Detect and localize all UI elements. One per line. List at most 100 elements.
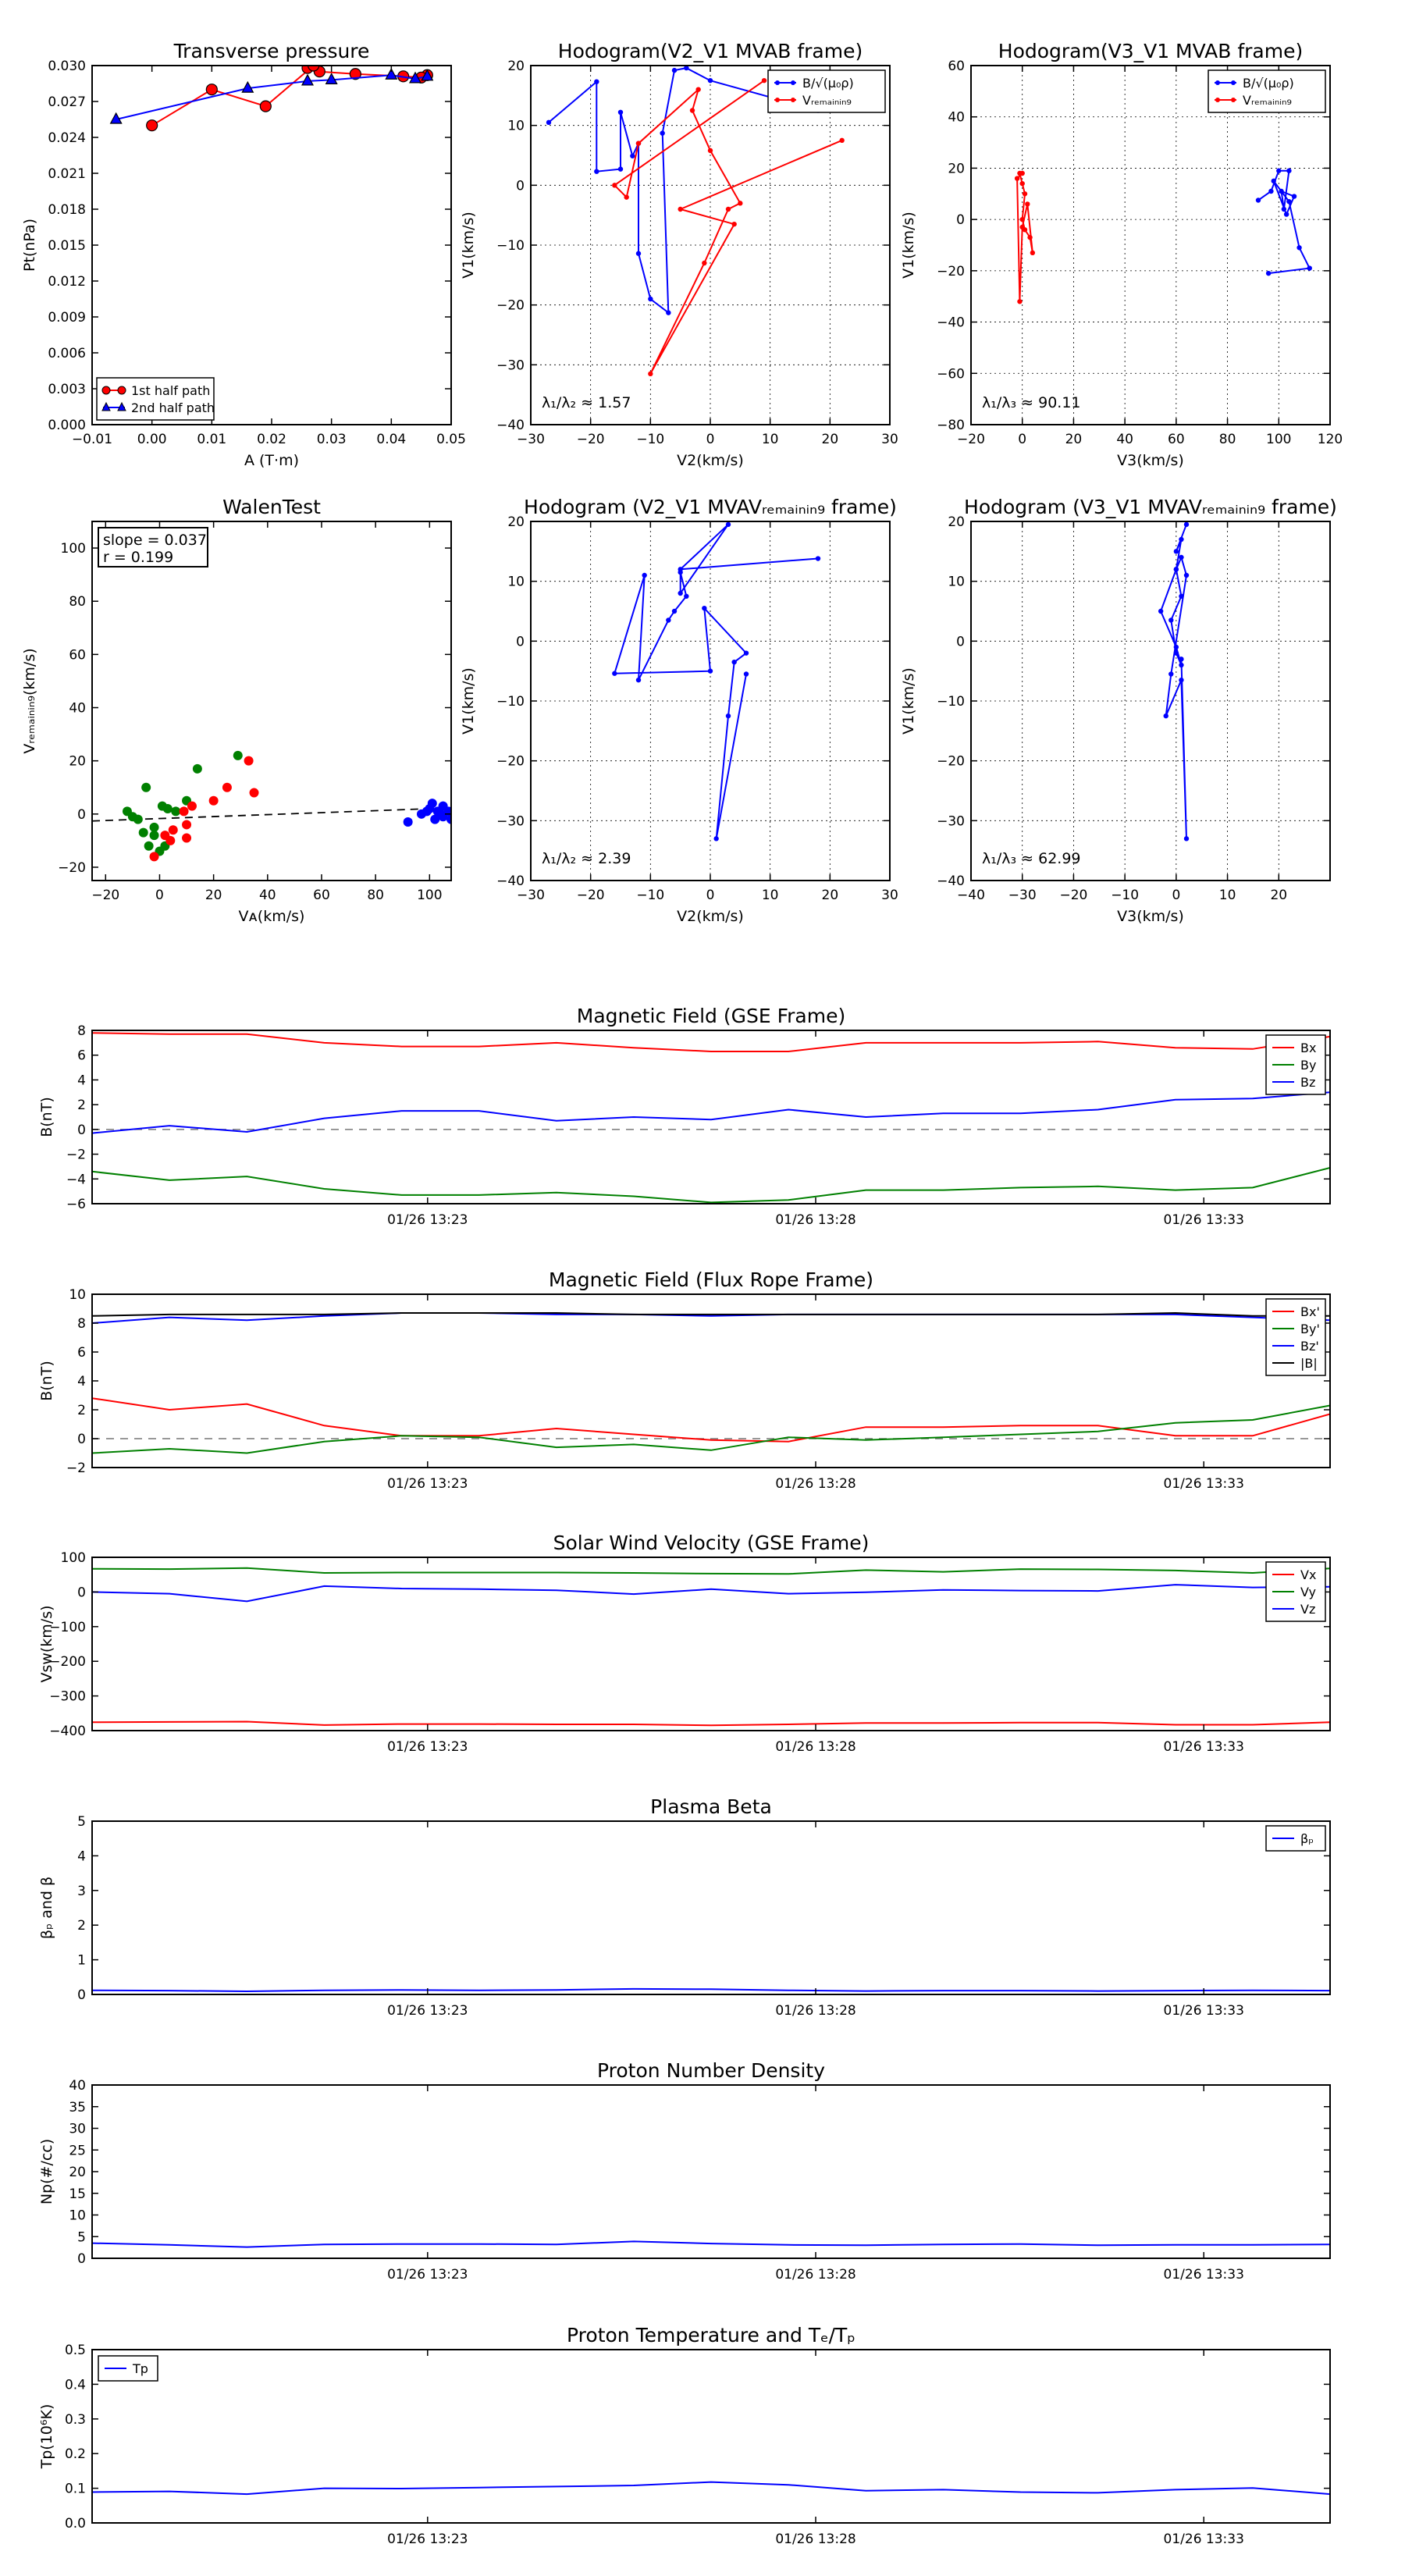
x-tick-label: 01/26 13:28: [775, 1739, 855, 1755]
data-layer: [92, 2481, 1330, 2496]
data-point: [149, 822, 159, 832]
y-tick-label: −20: [937, 264, 965, 279]
legend-frame: [98, 2355, 158, 2382]
chart-panel-9: 01/26 13:23 01/26 13:28 01/26 13:33 −400 −30…: [38, 1532, 1331, 1755]
y-tick-label: 0: [956, 212, 965, 228]
y-tick-label: 40: [69, 2078, 86, 2094]
y-tick-label: −40: [937, 873, 965, 889]
x-tick-label: 01/26 13:23: [387, 1739, 468, 1755]
data-point: [1030, 250, 1036, 256]
data-point: [1268, 188, 1274, 194]
x-tick-label: 0: [1172, 888, 1180, 903]
series-line-2: [92, 1567, 1330, 1575]
x-tick-label: 01/26 13:33: [1164, 1739, 1244, 1755]
data-point: [635, 251, 642, 256]
data-point: [761, 77, 767, 84]
x-tick-label: 10: [762, 432, 779, 447]
y-tick-label: 0.027: [48, 94, 86, 110]
y-tick-label: 0: [516, 178, 525, 194]
x-tick-label: −20: [1059, 888, 1087, 903]
y-tick-label: 0: [77, 1123, 86, 1138]
data-point: [743, 650, 749, 656]
y-tick-label: 40: [948, 110, 965, 126]
legend-marker: [791, 80, 795, 85]
data-point: [1173, 549, 1179, 554]
data-point: [630, 153, 635, 158]
y-tick-label: −30: [496, 813, 525, 829]
legend-frame: [767, 69, 886, 113]
data-point: [427, 799, 437, 809]
chart-title: Plasma Beta: [650, 1795, 772, 1818]
chart-title: Magnetic Field (Flux Rope Frame): [549, 1268, 873, 1291]
legend-marker: [1231, 98, 1236, 102]
x-tick-label: 0.03: [317, 432, 347, 447]
data-point: [385, 68, 398, 80]
legend-label: Bx': [1300, 1304, 1320, 1319]
y-axis-label: B(nT): [38, 1097, 55, 1137]
y-tick-label: 15: [69, 2186, 86, 2202]
x-tick-label: 80: [1219, 432, 1236, 447]
chart-panel-3: −20 0 20 40 60 80 100 120 −80 −60 −40 −20 0 20 40 60 Hod…: [900, 40, 1343, 469]
x-tick-label: 0.04: [376, 432, 406, 447]
chart-title: WalenTest: [222, 496, 321, 518]
data-point: [1179, 536, 1184, 543]
fit-line: [92, 807, 451, 822]
y-tick-label: 25: [69, 2143, 86, 2158]
data-point: [403, 817, 413, 827]
y-tick-label: 0.4: [65, 2377, 86, 2393]
y-tick-label: −10: [496, 238, 525, 254]
series-line-2: [613, 80, 843, 375]
chart-panel-11: 01/26 13:23 01/26 13:28 01/26 13:33 0 5 10 15 2…: [38, 2059, 1331, 2282]
data-point: [1173, 644, 1179, 650]
y-tick-label: 20: [507, 514, 525, 530]
data-point: [421, 69, 434, 81]
y-tick-label: −4: [66, 1172, 86, 1187]
legend: Vx Vy Vz: [1265, 1561, 1326, 1622]
y-tick-label: 40: [69, 701, 86, 717]
data-point: [1276, 168, 1282, 173]
data-point: [205, 84, 218, 96]
legend-label: Bx: [1300, 1041, 1316, 1055]
data-layer: [612, 521, 821, 841]
data-point: [839, 137, 845, 144]
legend: B/√(μ₀ρ) Vᵣₑₘₐᵢₙᵢₙ₉: [1208, 69, 1326, 113]
y-tick-label: 2: [77, 1098, 86, 1113]
legend-frame: [1208, 69, 1326, 113]
chart-panel-2: −30 −20 −10 0 10 20 30−40−30−20−1001020Hodogra…: [460, 40, 898, 469]
x-tick-label: 20: [822, 432, 839, 447]
x-tick-label: 60: [1168, 432, 1185, 447]
y-tick-label: 0: [77, 2251, 86, 2267]
data-point: [695, 87, 701, 92]
x-tick-label: −10: [1111, 888, 1139, 903]
data-point: [624, 194, 629, 200]
data-point: [678, 590, 683, 596]
x-tick-label: −10: [636, 432, 664, 447]
legend-label: 2nd half path: [131, 400, 215, 415]
y-tick-label: 20: [69, 754, 86, 770]
chart-title: Hodogram (V3_V1 MVAVᵣₑₘₐᵢₙᵢₙ₉ frame): [964, 496, 1337, 518]
series-line-1: [92, 2481, 1330, 2496]
data-point: [1283, 212, 1289, 217]
x-tick-label: 100: [1266, 432, 1291, 447]
data-point: [187, 801, 197, 811]
y-tick-label: 5: [77, 2229, 86, 2245]
legend-marker: [775, 80, 780, 85]
y-axis-label: βₚ and β: [38, 1877, 55, 1939]
data-point: [594, 169, 599, 174]
data-point: [684, 66, 689, 71]
legend-label: Vᵣₑₘₐᵢₙᵢₙ₉: [802, 93, 852, 108]
y-tick-label: 5: [77, 1814, 86, 1830]
data-layer: [546, 66, 845, 377]
y-tick-label: −30: [496, 358, 525, 373]
data-point: [707, 77, 713, 84]
data-point: [617, 166, 624, 172]
y-axis-label: Pt(nPa): [21, 219, 38, 272]
data-point: [1183, 572, 1190, 578]
y-tick-label: 60: [948, 59, 965, 74]
data-point: [1019, 224, 1025, 230]
data-point: [612, 183, 617, 188]
data-layer: [92, 2240, 1330, 2248]
data-point: [162, 804, 173, 813]
ratio-annotation: λ₁/λ₂ ≈ 1.57: [542, 394, 631, 411]
